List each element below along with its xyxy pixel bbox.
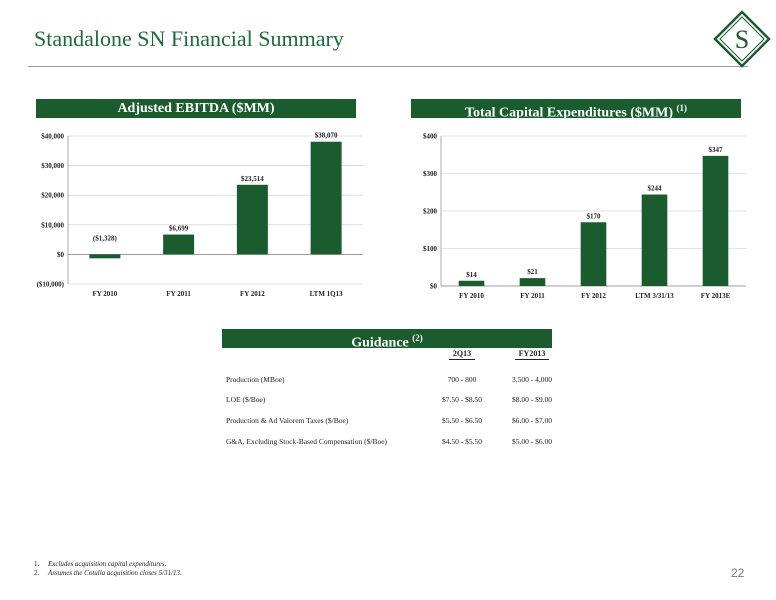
- row-value-fy2013: $8.00 - $9.00: [512, 395, 552, 404]
- data-label: $347: [709, 146, 724, 154]
- x-tick-label: FY 2012: [240, 290, 265, 298]
- table-row: LOE ($/Boe) $7.50 - $8.50 $8.00 - $9.00: [222, 395, 552, 407]
- data-label: $21: [527, 268, 538, 276]
- footnote-2: 2. Assumes the Cotulla acquisition closes…: [34, 569, 182, 577]
- data-label: $244: [648, 185, 663, 193]
- bar: [702, 155, 729, 286]
- y-tick-label: $20,000: [41, 192, 64, 200]
- row-label: G&A, Excluding Stock-Based Compensation …: [226, 437, 388, 446]
- y-tick-label: $400: [423, 133, 438, 141]
- company-logo: S: [713, 10, 771, 68]
- y-tick-label: $200: [423, 208, 438, 216]
- x-tick-label: LTM 1Q13: [310, 290, 343, 298]
- row-value-fy2013: $5.00 - $6.00: [512, 437, 552, 446]
- y-tick-label: $300: [423, 170, 438, 178]
- table-row: G&A, Excluding Stock-Based Compensation …: [222, 437, 552, 449]
- capex-chart: $400 $300 $200 $100 $0 $14 FY 2010 $21 FY 2011 $1…: [423, 133, 746, 300]
- y-tick-label: $100: [423, 245, 438, 253]
- y-tick-label: $0: [430, 283, 438, 291]
- row-value-fy2013: 3,500 - 4,000: [512, 375, 552, 384]
- page-title: Standalone SN Financial Summary: [34, 26, 344, 51]
- x-tick-label: FY 2013E: [701, 292, 731, 300]
- guidance-banner-footnote: (2): [412, 333, 423, 343]
- capex-banner-footnote: (1): [676, 103, 688, 113]
- row-value-2q13: 700 - 800: [447, 375, 477, 384]
- capex-banner: Total Capital Expenditures ($MM) (1): [411, 99, 741, 121]
- row-value-fy2013: $6.00 - $7.00: [512, 416, 552, 425]
- y-tick-label: $30,000: [41, 162, 64, 170]
- row-label: Production (MBoe): [226, 375, 285, 384]
- x-tick-label: FY 2011: [166, 290, 191, 298]
- guidance-col-fy2013: FY2013: [492, 349, 572, 360]
- bar: [519, 278, 546, 286]
- row-value-2q13: $4.50 - $5.50: [442, 437, 482, 446]
- bar: [458, 280, 485, 286]
- y-tick-label: ($10,000): [37, 281, 65, 289]
- ebitda-banner: Adjusted EBITDA ($MM): [36, 99, 356, 118]
- ebitda-chart: $40,000 $30,000 $20,000 $10,000 $0 ($10,000) (…: [37, 132, 363, 298]
- row-label: Production & Ad Valorem Taxes ($/Boe): [226, 416, 349, 425]
- page-number: 22: [731, 566, 745, 580]
- data-label: ($1,328): [93, 234, 118, 242]
- data-label: $14: [466, 271, 477, 279]
- x-tick-label: LTM 3/31/13: [635, 292, 674, 300]
- data-label: $23,514: [241, 175, 264, 183]
- bar: [641, 194, 668, 286]
- y-tick-label: $10,000: [41, 221, 64, 229]
- data-label: $38,070: [315, 132, 338, 140]
- row-value-2q13: $7.50 - $8.50: [442, 395, 482, 404]
- x-tick-label: FY 2011: [520, 292, 545, 300]
- x-tick-label: FY 2010: [92, 290, 117, 298]
- bar: [236, 184, 268, 255]
- table-row: Production & Ad Valorem Taxes ($/Boe) $5…: [222, 416, 552, 428]
- title-divider: [28, 66, 748, 67]
- bar: [310, 141, 342, 255]
- guidance-col-2q13: 2Q13: [422, 349, 502, 360]
- y-tick-label: $0: [57, 251, 65, 259]
- x-tick-label: FY 2012: [581, 292, 606, 300]
- data-label: $6,699: [169, 225, 189, 233]
- guidance-banner: Guidance (2): [222, 329, 552, 351]
- bar: [89, 254, 121, 259]
- row-value-2q13: $5.50 - $6.50: [442, 416, 482, 425]
- guidance-banner-text: Guidance: [351, 335, 409, 351]
- logo-letter: S: [735, 25, 749, 54]
- data-label: $170: [587, 212, 602, 220]
- row-label: LOE ($/Boe): [226, 395, 266, 404]
- y-tick-label: $40,000: [41, 133, 64, 141]
- ebitda-banner-text: Adjusted EBITDA ($MM): [117, 101, 275, 116]
- table-row: Production (MBoe) 700 - 800 3,500 - 4,00…: [222, 375, 552, 387]
- bar: [163, 234, 195, 255]
- x-tick-label: FY 2010: [459, 292, 484, 300]
- bar: [580, 222, 607, 286]
- footnote-1: 1. Excludes acquisition capital expenditu…: [34, 560, 167, 568]
- footnotes: 1. Excludes acquisition capital expenditu…: [34, 560, 182, 578]
- capex-banner-text: Total Capital Expenditures ($MM): [464, 105, 674, 121]
